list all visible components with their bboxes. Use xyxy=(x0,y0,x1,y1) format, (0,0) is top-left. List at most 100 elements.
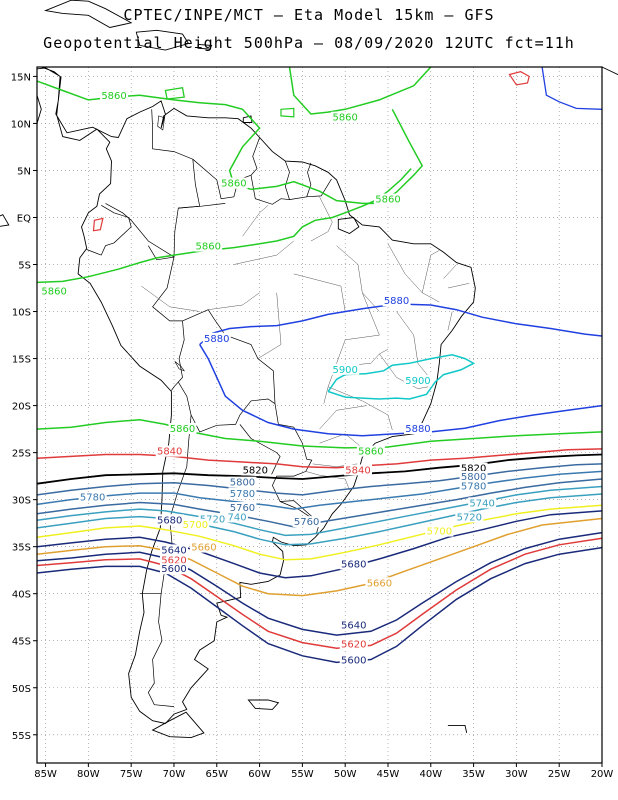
lon-tick-label: 50W xyxy=(334,769,357,780)
contour-label-bg xyxy=(159,544,188,556)
contour-5860-top xyxy=(288,66,432,115)
state-border xyxy=(345,292,380,341)
state-border xyxy=(242,205,269,237)
contour-label: 5660 xyxy=(191,543,216,554)
contour-label: 5840 xyxy=(345,465,370,476)
country-border xyxy=(182,309,320,535)
contour-label: 5760 xyxy=(294,517,319,528)
lat-tick-label: 25S xyxy=(12,449,31,460)
state-border xyxy=(328,386,393,431)
contour-5620 xyxy=(36,537,603,650)
lon-tick-label: 60W xyxy=(248,769,271,780)
contour-5860-mid xyxy=(36,418,603,449)
contour-label-bg xyxy=(168,423,197,435)
contour-label: 5860 xyxy=(195,242,220,253)
state-border xyxy=(305,471,350,491)
contour-5860-closed xyxy=(164,86,185,100)
contour-label-bg xyxy=(339,619,368,631)
contour-label: 5860 xyxy=(221,179,246,190)
chart-title-line1: CPTEC/INPE/MCT – Eta Model 15km – GFS xyxy=(123,6,495,24)
lat-tick-label: 55S xyxy=(12,731,31,742)
contour-label: 5860 xyxy=(375,195,400,206)
contour-label-bg xyxy=(219,511,248,523)
axis-ticks: 85W 80W 75W 70W 65W 60W 55W 50W 45W 40W 35W 30W 25W 2… xyxy=(11,72,614,780)
country-border xyxy=(306,178,332,198)
contour-label-bg xyxy=(455,511,484,523)
state-border xyxy=(447,311,453,331)
contour-label-bg xyxy=(373,193,402,205)
lake-maracaibo xyxy=(157,115,165,131)
contour-label-bg xyxy=(198,513,227,525)
state-border xyxy=(233,240,294,265)
map-frame xyxy=(36,66,603,764)
contour-label-bg xyxy=(425,525,454,537)
contour-closed-red xyxy=(92,217,104,232)
lon-tick-label: 40W xyxy=(419,769,442,780)
contour-label-bg xyxy=(331,363,360,375)
lat-tick-label: EQ xyxy=(17,213,31,224)
contour-label: 5860 xyxy=(101,91,126,102)
contour-label-bg xyxy=(228,476,257,488)
contour-label: 5880 xyxy=(405,424,430,435)
contour-5680 xyxy=(36,510,603,579)
south-georgia-coast xyxy=(447,724,468,733)
contour-label: 5760 xyxy=(230,503,255,514)
state-border xyxy=(340,348,389,367)
south-america-coastline xyxy=(36,66,476,724)
contour-label: 5860 xyxy=(41,287,66,298)
tierra-del-fuego-coast xyxy=(151,711,205,739)
galapagos-coast xyxy=(0,214,10,227)
lon-tick-label: 35W xyxy=(462,769,485,780)
contour-label-bg xyxy=(468,497,497,509)
state-border xyxy=(208,292,260,310)
lat-tick-label: 30S xyxy=(12,496,31,507)
contour-5900 xyxy=(327,354,476,400)
contour-label: 5780 xyxy=(461,481,486,492)
lon-tick-label: 65W xyxy=(205,769,228,780)
lat-tick-label: 20S xyxy=(12,402,31,413)
lat-tick-label: 5S xyxy=(18,261,31,272)
contour-label: 5600 xyxy=(341,655,366,666)
lat-tick-label: 35S xyxy=(12,543,31,554)
country-border xyxy=(250,160,290,205)
contour-label-bg xyxy=(40,285,69,297)
state-border xyxy=(319,405,367,430)
contour-label-bg xyxy=(403,423,432,435)
contour-5800 xyxy=(36,463,603,496)
state-border xyxy=(323,339,346,404)
state-border xyxy=(421,250,440,293)
contour-lines xyxy=(36,66,603,664)
contour-5860-main xyxy=(36,168,412,284)
contour-label-bg xyxy=(459,471,488,483)
contour-label: 5900 xyxy=(332,365,357,376)
contour-label-bg xyxy=(356,445,385,457)
lat-tick-label: 5N xyxy=(17,166,31,177)
lat-tick-label: 50S xyxy=(12,684,31,695)
contour-label-bg xyxy=(78,491,107,503)
contour-label-bg xyxy=(181,518,210,530)
contour-label-bg xyxy=(403,375,432,387)
country-border xyxy=(148,245,185,391)
state-border xyxy=(257,292,282,359)
lon-tick-label: 55W xyxy=(291,769,314,780)
contour-5700 xyxy=(36,504,603,561)
contour-label: 5800 xyxy=(230,478,255,489)
lat-tick-label: 40S xyxy=(12,590,31,601)
contour-label-bg xyxy=(155,514,184,526)
country-border xyxy=(178,381,276,433)
contour-label: 5640 xyxy=(341,621,366,632)
puerto-rico-coast xyxy=(197,43,213,50)
state-border xyxy=(447,283,470,289)
lon-tick-label: 30W xyxy=(505,769,528,780)
caribbean-coast xyxy=(43,0,133,28)
contour-label: 5880 xyxy=(384,296,409,307)
lon-tick-label: 45W xyxy=(377,769,400,780)
contour-label-bg xyxy=(219,177,248,189)
lon-tick-label: 25W xyxy=(548,769,571,780)
contour-5820 xyxy=(36,453,603,485)
contour-label: 5740 xyxy=(221,512,246,523)
state-border xyxy=(336,245,380,312)
contour-label: 5840 xyxy=(157,447,182,458)
nicaragua-coast xyxy=(36,95,42,124)
contour-label-bg xyxy=(155,445,184,457)
